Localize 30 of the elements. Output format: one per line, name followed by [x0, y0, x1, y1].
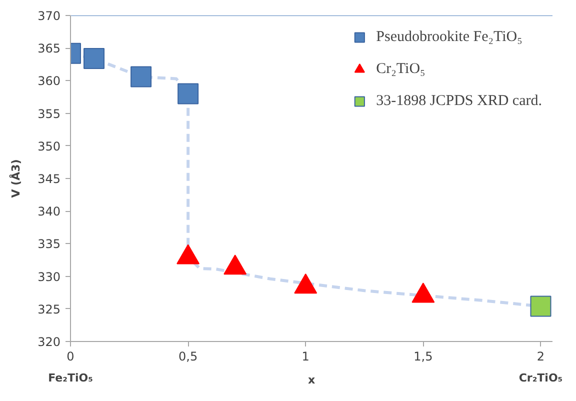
point [84, 48, 105, 70]
y-axis-title: V (Å3) [8, 159, 23, 198]
point [130, 66, 152, 88]
y-tick-label: 350 [38, 139, 60, 154]
y-tick-label: 320 [38, 335, 60, 349]
y-tick-label: 355 [38, 106, 60, 121]
legend-label: Pseudobrookite Fe₂TiO₅ [376, 28, 522, 46]
x-axis-title: x [308, 374, 316, 386]
x-tick-label: 0,5 [178, 350, 198, 364]
legend-label: 33-1898 JCPDS XRD card. [376, 92, 542, 110]
point [176, 244, 200, 264]
point [294, 274, 318, 294]
point [178, 83, 199, 104]
x-tick-label: 1 [302, 350, 310, 364]
x-tick-label: 2 [536, 350, 545, 364]
text: Fe₂TiO₅ [48, 372, 94, 384]
x-tick-label: 1,5 [414, 350, 433, 364]
y-tick-label: 345 [38, 172, 60, 186]
text: Cr₂TiO₅ [518, 372, 563, 384]
y-tick-label: 360 [38, 74, 60, 88]
x-tick-label: 0 [66, 350, 74, 364]
point [224, 254, 247, 275]
y-tick-label: 340 [38, 204, 60, 219]
y-tick-label: 330 [38, 270, 60, 284]
point [412, 282, 435, 303]
legend-label: Cr₂TiO₅ [376, 60, 426, 78]
y-tick-label: 365 [38, 42, 60, 56]
y-tick-label: 325 [38, 302, 60, 316]
y-tick-label: 335 [38, 237, 60, 252]
y-tick-label: 370 [38, 9, 60, 23]
